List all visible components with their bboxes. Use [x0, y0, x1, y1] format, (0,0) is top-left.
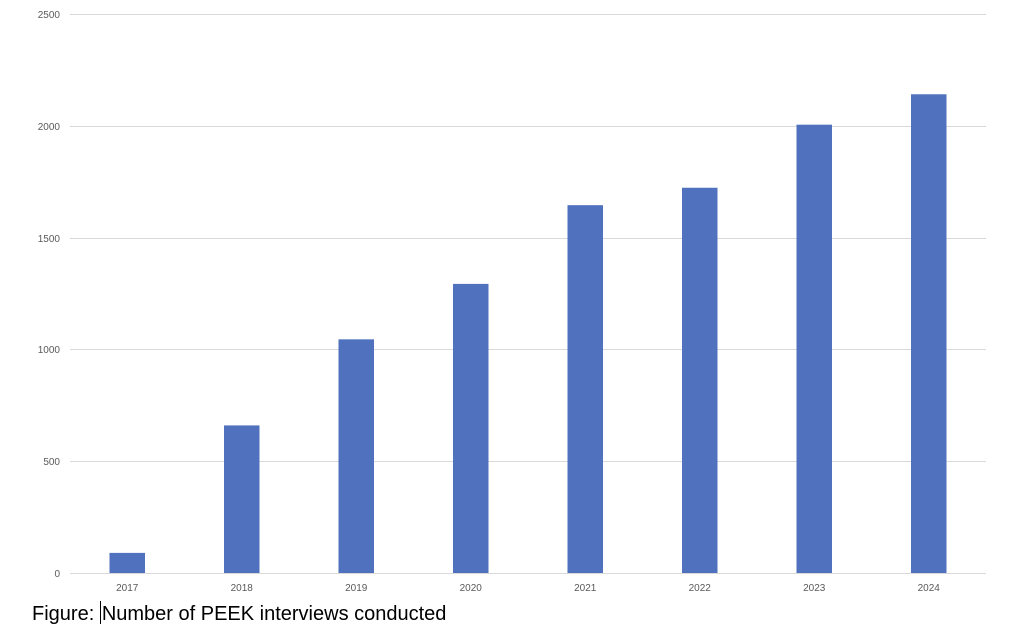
y-tick-label-1500: 1500: [38, 234, 61, 245]
x-tick-label-2018: 2018: [231, 583, 254, 594]
x-axis-tick-labels: 2017 2018 2019 2020 2021 2022 2023 2024: [116, 583, 940, 594]
bars: [109, 94, 947, 574]
y-tick-label-2000: 2000: [38, 122, 61, 133]
y-tick-label-0: 0: [54, 569, 60, 580]
caption-text: Number of PEEK interviews conducted: [101, 603, 447, 625]
x-tick-label-2022: 2022: [689, 583, 712, 594]
x-tick-label-2019: 2019: [345, 583, 368, 594]
x-tick-label-2017: 2017: [116, 583, 139, 594]
x-tick-label-2020: 2020: [460, 583, 483, 594]
bar-2017: [109, 552, 145, 573]
x-tick-label-2021: 2021: [574, 583, 597, 594]
y-tick-label-500: 500: [43, 457, 60, 468]
bar-2022: [682, 187, 718, 574]
figure-caption: Figure: Number of PEEK interviews conduc…: [32, 601, 446, 626]
y-tick-label-1000: 1000: [38, 345, 61, 356]
bar-2021: [567, 205, 603, 573]
x-tick-label-2024: 2024: [918, 583, 941, 594]
bar-chart: 0 500 1000 1500 2000 2500 2017 2018 2019 2020 202…: [38, 10, 986, 594]
bar-2024: [911, 94, 947, 574]
bar-2023: [796, 124, 832, 574]
caption-prefix: Figure:: [32, 603, 100, 625]
bar-2020: [453, 283, 489, 573]
y-axis-tick-labels: 0 500 1000 1500 2000 2500: [38, 10, 61, 580]
bar-2019: [338, 339, 374, 573]
gridlines: [70, 14, 986, 574]
x-tick-label-2023: 2023: [803, 583, 826, 594]
y-tick-label-2500: 2500: [38, 10, 61, 21]
bar-2018: [224, 425, 260, 573]
text-cursor: [99, 601, 101, 624]
